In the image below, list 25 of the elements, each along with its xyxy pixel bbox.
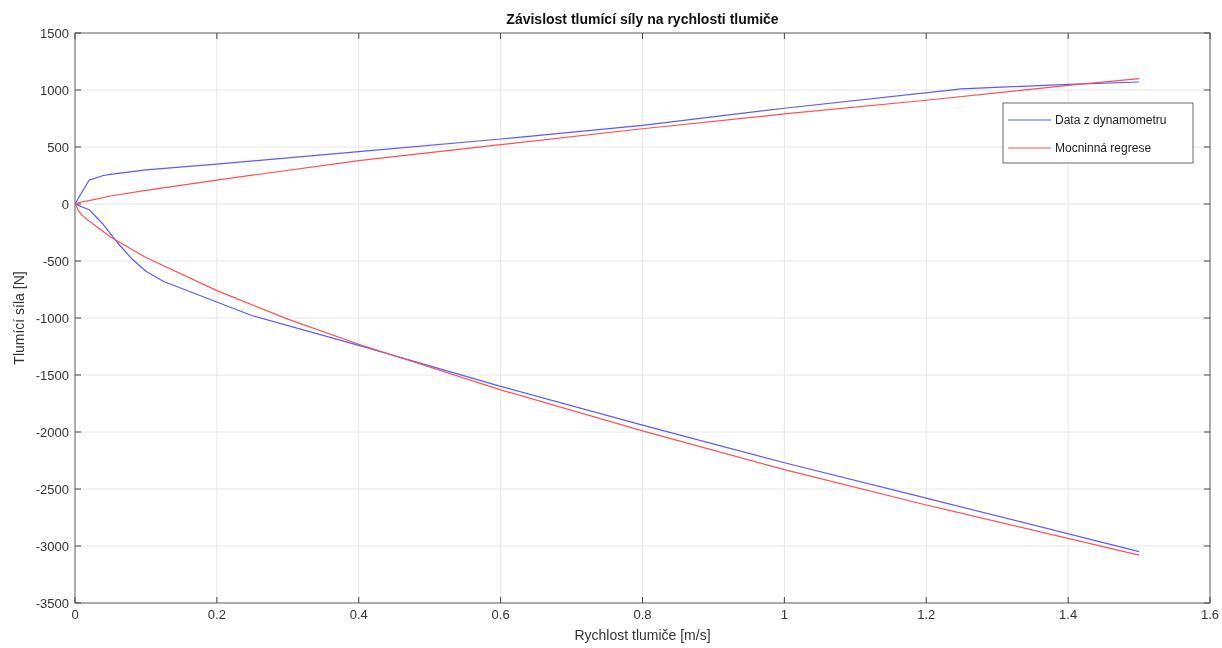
x-axis-title: Rychlost tlumiče [m/s] — [574, 627, 711, 643]
y-tick-label: 500 — [47, 139, 69, 155]
y-tick-label: 1500 — [40, 25, 69, 41]
x-tick-label: 0.2 — [207, 607, 226, 622]
y-axis-title: Tlumící síla [N] — [11, 271, 27, 365]
legend-label: Mocninná regrese — [1055, 141, 1152, 155]
y-tick-label: -3000 — [35, 538, 69, 554]
x-tick-label: 0.6 — [491, 607, 510, 622]
y-tick-label: -1500 — [35, 367, 69, 383]
chart-title: Závislost tlumící síly na rychlosti tlumiče — [506, 11, 779, 27]
y-tick-label: -1000 — [35, 310, 69, 326]
x-tick-label: 0.4 — [349, 607, 368, 622]
y-tick-label: -3500 — [35, 595, 69, 611]
x-tick-label: 1.6 — [1200, 607, 1220, 622]
y-tick-label: 1000 — [40, 82, 69, 98]
y-tick-label: -2000 — [35, 424, 69, 440]
x-tick-label: 1 — [780, 607, 788, 622]
x-tick-label: 0 — [71, 607, 79, 622]
y-tick-label: 0 — [61, 196, 69, 212]
legend-label: Data z dynamometru — [1055, 113, 1167, 127]
x-tick-label: 1.2 — [917, 607, 936, 622]
y-tick-label: -2500 — [35, 481, 69, 497]
x-tick-label: 0.8 — [633, 607, 652, 622]
x-tick-label: 1.4 — [1059, 607, 1078, 622]
y-tick-label: -500 — [42, 253, 69, 269]
